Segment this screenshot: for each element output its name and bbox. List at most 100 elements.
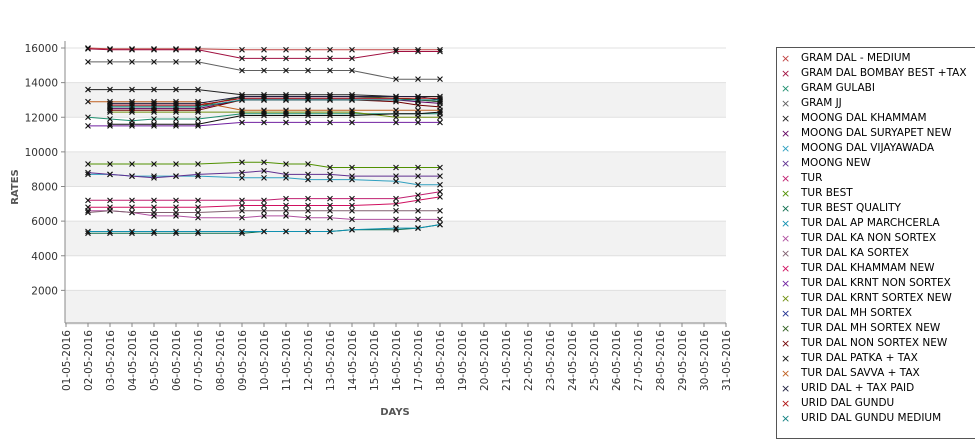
data-point: [349, 119, 355, 126]
series-15: [85, 119, 443, 129]
series-line: [110, 111, 440, 118]
legend-label: TUR DAL KA NON SORTEX: [801, 232, 937, 244]
data-point: [305, 107, 311, 114]
data-point: [239, 159, 245, 166]
data-point: [151, 121, 157, 128]
data-point: [349, 195, 355, 202]
data-point: [173, 197, 179, 204]
legend-marker-icon: ×: [781, 292, 791, 305]
data-point: [195, 86, 201, 93]
data-point: [437, 188, 443, 195]
y-tick-label: 6000: [31, 216, 58, 228]
y-tick-label: 12000: [25, 112, 58, 124]
x-tick-label: 23-05-2016: [545, 330, 557, 391]
legend-marker-icon: ×: [781, 337, 791, 350]
x-tick-label: 17-05-2016: [413, 330, 425, 391]
data-point: [437, 48, 443, 55]
legend-marker-icon: ×: [781, 97, 791, 110]
legend-item: × GRAM DAL BOMBAY BEST +TAX: [777, 66, 975, 81]
legend-marker-icon: ×: [781, 67, 791, 80]
legend-marker-icon: ×: [781, 232, 791, 245]
legend-marker-icon: ×: [781, 412, 791, 425]
data-point: [261, 174, 267, 181]
data-point: [195, 121, 201, 128]
x-tick-label: 19-05-2016: [457, 330, 469, 391]
data-point: [349, 107, 355, 114]
data-point: [349, 173, 355, 180]
data-point: [85, 209, 91, 216]
data-point: [283, 112, 289, 119]
x-tick-label: 18-05-2016: [435, 330, 447, 391]
legend-marker-icon: ×: [781, 82, 791, 95]
legend-item: × TUR DAL KA SORTEX: [777, 246, 975, 261]
data-point: [195, 161, 201, 167]
data-point: [239, 119, 245, 126]
data-point: [85, 123, 91, 129]
legend-item: × TUR DAL KHAMMAM NEW: [777, 261, 975, 276]
legend-item: × TUR: [777, 171, 975, 186]
data-point: [283, 202, 289, 209]
data-point: [349, 226, 355, 233]
data-point: [261, 97, 267, 103]
data-point: [349, 112, 355, 119]
x-tick-label: 12-05-2016: [303, 330, 315, 391]
data-point: [283, 195, 289, 202]
data-point: [415, 216, 421, 223]
series-8: [85, 188, 443, 204]
data-point: [327, 55, 333, 62]
data-point: [85, 228, 91, 235]
data-point: [195, 58, 201, 65]
legend-label: MOONG DAL VIJAYAWADA: [801, 142, 935, 154]
legend-label: TUR DAL KRNT NON SORTEX: [801, 277, 951, 289]
data-point: [437, 193, 443, 200]
data-point: [151, 45, 157, 52]
series-1: [85, 45, 443, 62]
data-point: [195, 103, 201, 110]
x-tick-label: 13-05-2016: [325, 330, 337, 391]
series-14: [85, 193, 443, 211]
legend-item: × TUR DAL NON SORTEX NEW: [777, 336, 975, 351]
legend-label: MOONG DAL KHAMMAM: [801, 112, 927, 124]
data-point: [261, 213, 267, 219]
legend-label: TUR BEST: [801, 187, 853, 199]
data-point: [415, 102, 421, 109]
legend-marker-icon: ×: [781, 217, 791, 230]
series-3: [85, 58, 443, 83]
legend-label: TUR DAL MH SORTEX: [801, 307, 912, 319]
x-tick-labels: 01-05-2016 02-05-2016 03-05-2016 04-05-2016…: [61, 323, 733, 391]
data-point: [283, 207, 289, 214]
legend-marker-icon: ×: [781, 187, 791, 200]
data-point: [305, 176, 311, 183]
data-point: [393, 216, 399, 223]
data-point: [327, 176, 333, 183]
data-point: [129, 86, 135, 93]
data-point: [393, 225, 399, 231]
legend-marker-icon: ×: [781, 142, 791, 155]
x-tick-label: 09-05-2016: [237, 330, 249, 391]
data-point: [129, 46, 135, 53]
data-point: [129, 173, 135, 180]
data-point: [173, 173, 179, 180]
data-point: [239, 46, 245, 53]
data-point: [129, 197, 135, 204]
data-point: [85, 161, 91, 167]
data-point: [173, 204, 179, 211]
legend-item: × URID DAL + TAX PAID: [777, 381, 975, 396]
series-line: [110, 96, 441, 104]
data-point: [437, 107, 443, 114]
x-tick-label: 16-05-2016: [391, 330, 403, 391]
data-point: [173, 46, 179, 53]
data-point: [151, 209, 157, 216]
data-point: [283, 213, 289, 219]
data-point: [393, 76, 399, 83]
data-point: [261, 67, 267, 74]
data-point: [129, 204, 135, 211]
legend-marker-icon: ×: [781, 112, 791, 125]
legend-item: × TUR BEST QUALITY: [777, 201, 975, 216]
y-tick-labels: 2000 4000 6000 8000 10000 12000 14000 16000: [25, 43, 65, 297]
data-point: [437, 181, 443, 188]
data-point: [283, 67, 289, 74]
x-tick-label: 14-05-2016: [347, 330, 359, 391]
legend-label: MOONG DAL SURYAPET NEW: [801, 127, 952, 139]
legend: × GRAM DAL - MEDIUM × GRAM DAL BOMBAY BEST …: [776, 47, 975, 439]
